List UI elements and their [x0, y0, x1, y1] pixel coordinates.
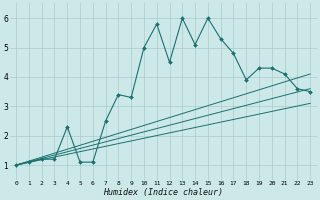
- X-axis label: Humidex (Indice chaleur): Humidex (Indice chaleur): [103, 188, 223, 197]
